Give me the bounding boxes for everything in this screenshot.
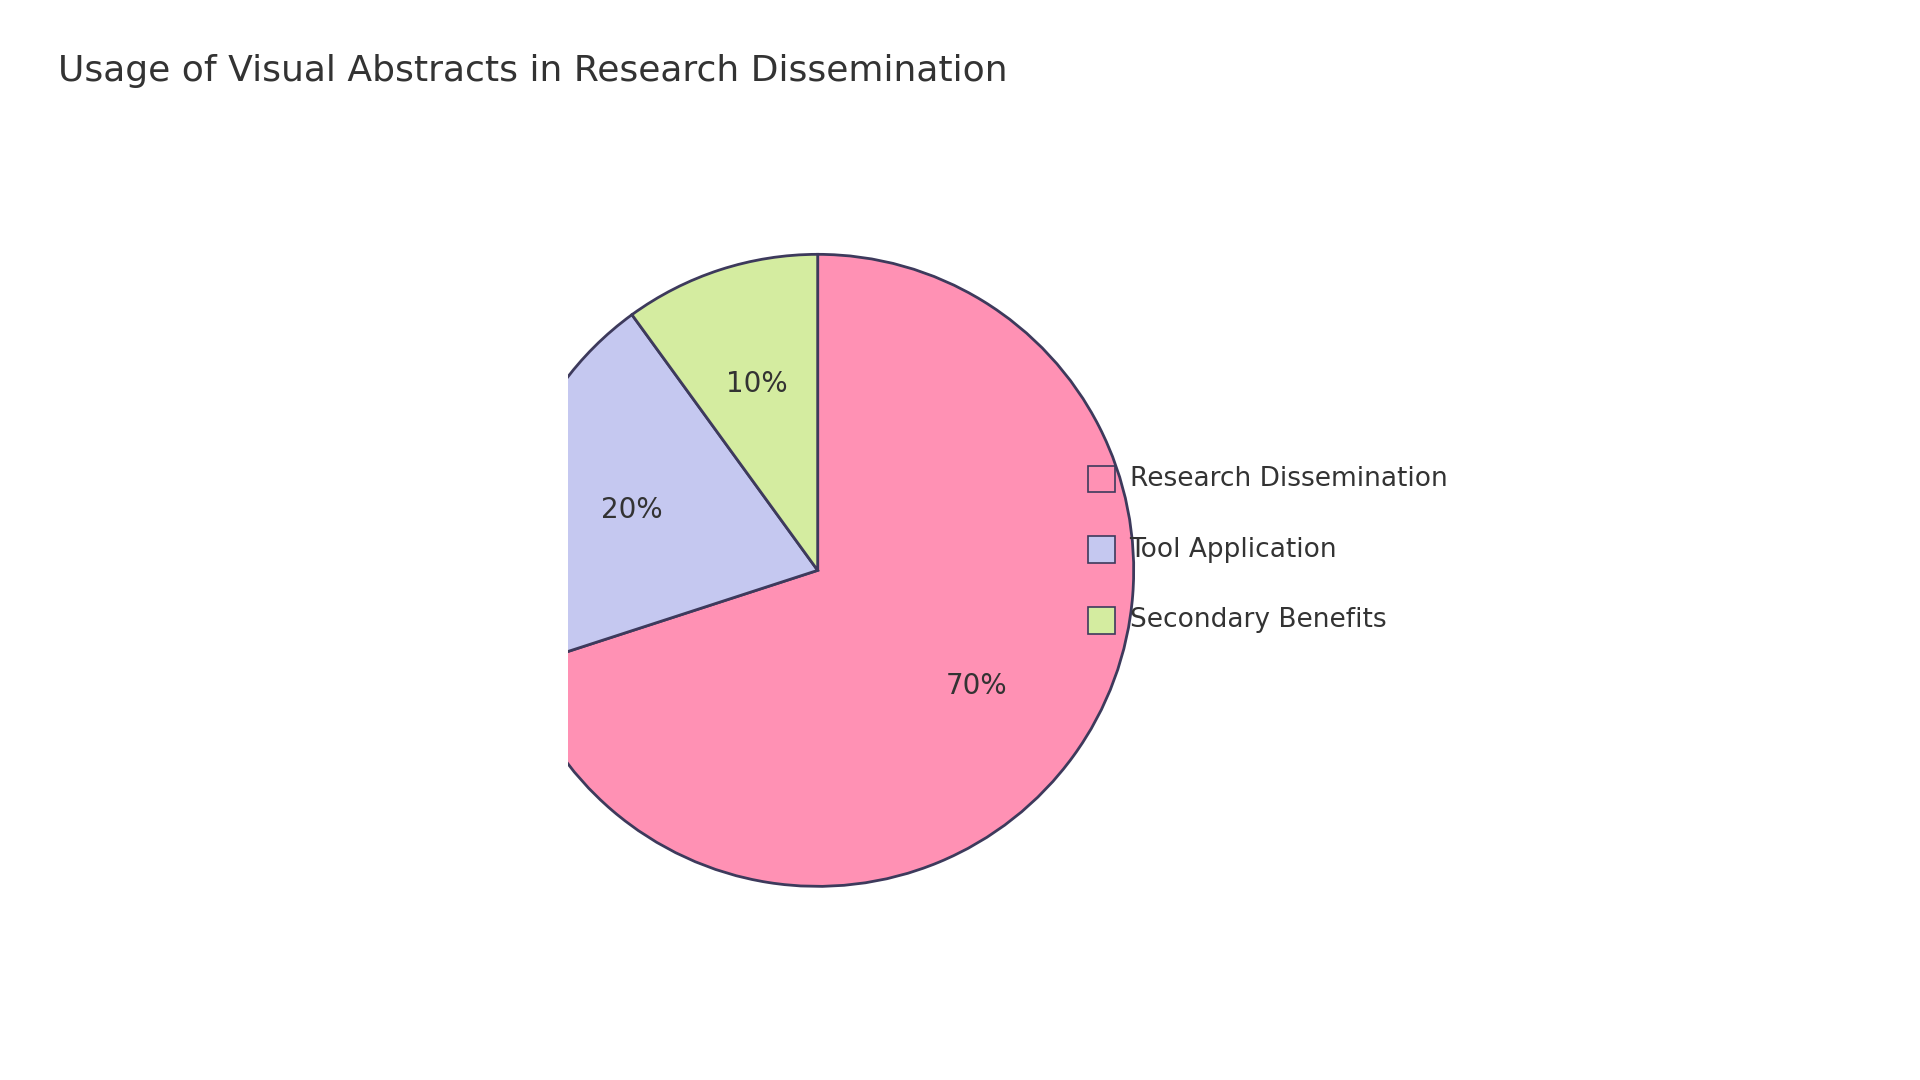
Text: 20%: 20% bbox=[601, 496, 662, 524]
FancyBboxPatch shape bbox=[1089, 607, 1116, 634]
Text: Usage of Visual Abstracts in Research Dissemination: Usage of Visual Abstracts in Research Di… bbox=[58, 54, 1008, 87]
Text: Secondary Benefits: Secondary Benefits bbox=[1129, 607, 1386, 633]
FancyBboxPatch shape bbox=[1089, 537, 1116, 563]
FancyBboxPatch shape bbox=[1089, 465, 1116, 492]
Wedge shape bbox=[632, 255, 818, 570]
Text: Research Dissemination: Research Dissemination bbox=[1129, 465, 1448, 491]
Text: Tool Application: Tool Application bbox=[1129, 537, 1336, 563]
Wedge shape bbox=[516, 255, 1133, 887]
Text: 70%: 70% bbox=[945, 672, 1006, 700]
Wedge shape bbox=[501, 314, 818, 669]
Text: 10%: 10% bbox=[726, 370, 787, 399]
